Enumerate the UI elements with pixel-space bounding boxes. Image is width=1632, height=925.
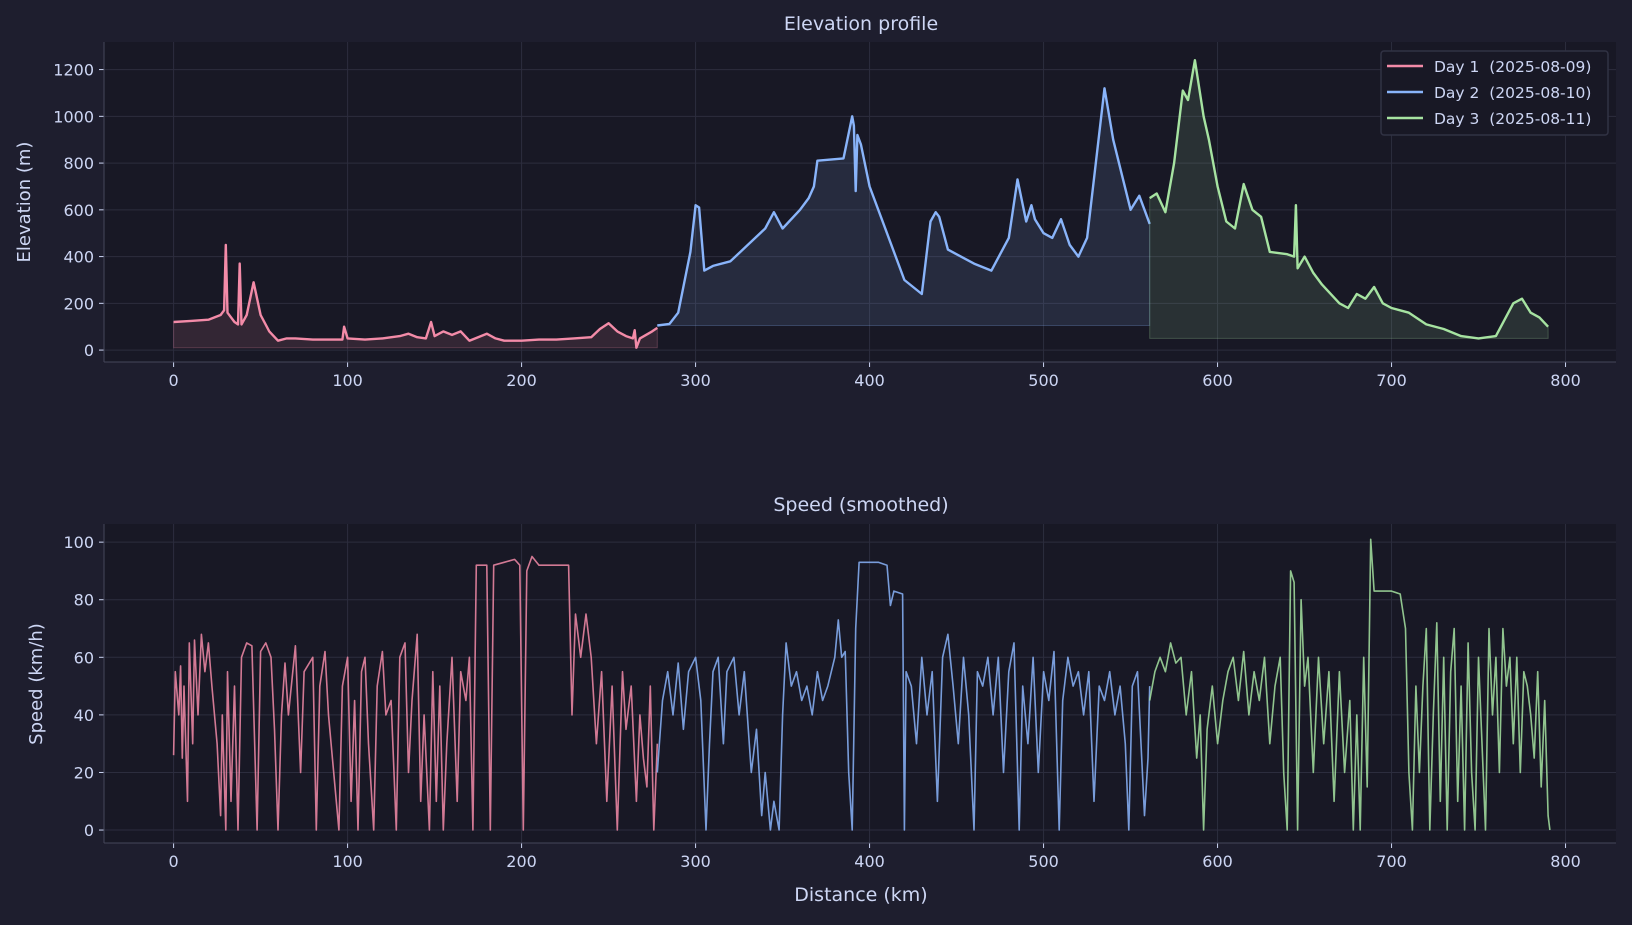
elevation-line-day1 [173, 243, 658, 349]
speed-y-tick-label: 80 [74, 591, 94, 610]
legend-frame [1380, 50, 1609, 136]
speed-y-tick-label: 20 [74, 763, 94, 782]
speed-x-tick-label: 700 [1376, 852, 1407, 871]
speed-x-tick-label: 0 [169, 852, 179, 871]
elevation-y-tick-label: 0 [84, 341, 94, 360]
elevation-y-tick-label: 600 [63, 201, 94, 220]
elevation-line-day2 [657, 87, 1151, 327]
elevation-chart-title: Elevation profile [784, 13, 938, 35]
elevation-plot-area [104, 42, 1616, 362]
elevation-x-tick-label: 0 [169, 371, 179, 390]
speed-y-tick-label: 40 [74, 706, 94, 725]
speed-x-tick-label: 400 [854, 852, 885, 871]
speed-x-tick-label: 200 [506, 852, 537, 871]
elevation-x-tick-label: 100 [332, 371, 363, 390]
speed-x-tick-label: 600 [1202, 852, 1233, 871]
speed-line-day1 [172, 555, 659, 831]
elevation-x-tick-label: 300 [680, 371, 711, 390]
speed-y-tick-label: 100 [63, 533, 94, 552]
elevation-y-tick-label: 1200 [53, 61, 94, 80]
speed-x-tick-label: 300 [680, 852, 711, 871]
legend-label-day2: Day 2 (2025-08-10) [1434, 84, 1591, 102]
speed-x-tick-label: 800 [1550, 852, 1581, 871]
speed-x-axis-label: Distance (km) [794, 884, 927, 906]
elevation-y-tick-label: 1000 [53, 107, 94, 126]
elevation-x-tick-label: 700 [1376, 371, 1407, 390]
elevation-x-tick-label: 400 [854, 371, 885, 390]
elevation-y-axis-label: Elevation (m) [14, 142, 35, 263]
speed-plot-area [104, 524, 1616, 843]
legend-label-day1: Day 1 (2025-08-09) [1434, 58, 1591, 76]
speed-line-day3 [1148, 538, 1551, 831]
speed-y-tick-label: 0 [84, 821, 94, 840]
speed-chart-title: Speed (smoothed) [773, 494, 948, 516]
elevation-chart: 0 100 200 300 400 500 600 700 800 0 200 400 600 800 10… [14, 13, 1616, 390]
elevation-x-tick-label: 200 [506, 371, 537, 390]
speed-y-axis-label: Speed (km/h) [26, 623, 47, 745]
elevation-x-tick-label: 800 [1550, 371, 1581, 390]
elevation-x-tick-label: 600 [1202, 371, 1233, 390]
legend-label-day3: Day 3 (2025-08-11) [1434, 110, 1591, 128]
speed-line-day2 [656, 561, 1151, 831]
elevation-y-tick-label: 800 [63, 154, 94, 173]
elevation-y-tick-label: 200 [63, 294, 94, 313]
legend: Day 1 (2025-08-09) Day 2 (2025-08-10) Day … [1380, 50, 1609, 136]
elevation-x-tick-label: 500 [1028, 371, 1059, 390]
speed-y-tick-label: 60 [74, 648, 94, 667]
speed-x-tick-label: 100 [332, 852, 363, 871]
speed-x-tick-label: 500 [1028, 852, 1059, 871]
speed-chart: 0 100 200 300 400 500 600 700 800 0 20 40 60 80 100 Sp… [26, 494, 1616, 906]
elevation-y-tick-label: 400 [63, 248, 94, 267]
elevation-line-day3 [1149, 59, 1549, 340]
